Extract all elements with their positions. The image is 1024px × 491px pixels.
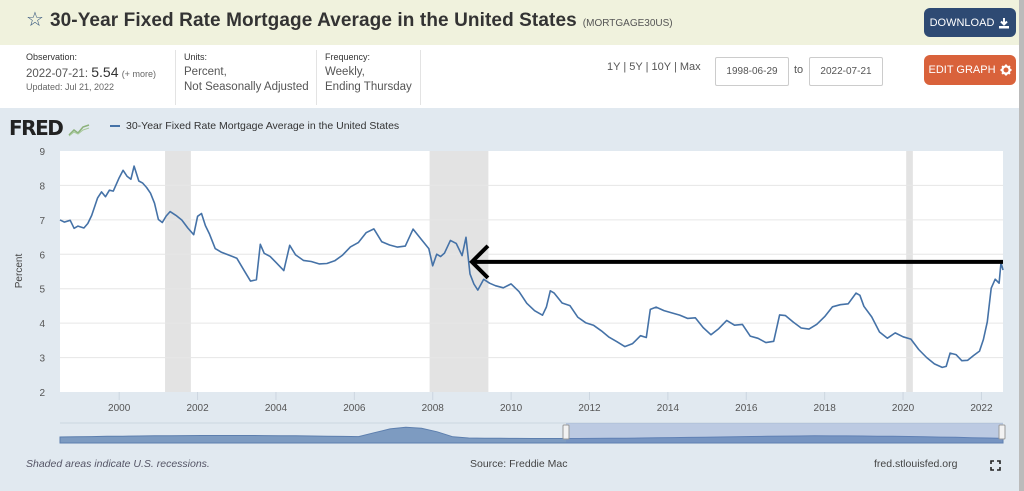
series-id: (MORTGAGE30US) [582,18,673,29]
plot-background [60,151,1003,392]
fred-logo[interactable]: FRED [9,116,90,140]
observation-date: 2022-07-21: [26,68,89,80]
gridlines [60,184,1003,359]
x-tick-label: 2020 [892,403,915,414]
gear-icon [1000,64,1012,76]
range-1y[interactable]: 1Y [607,61,621,73]
frequency-line2: Ending Thursday [325,81,412,93]
to-label: to [794,64,804,76]
recession-band [906,151,913,392]
units-line2: Not Seasonally Adjusted [184,81,309,93]
range-links: 1Y | 5Y | 10Y | Max [607,61,701,73]
separator: | [623,61,627,73]
edit-graph-label: EDIT GRAPH [928,64,996,76]
range-5y[interactable]: 5Y [629,61,643,73]
frequency-label: Frequency: [325,52,371,62]
recession-note: Shaded areas indicate U.S. recessions. [26,458,210,470]
recession-band [429,151,489,392]
y-tick-label: 4 [39,319,45,330]
fred-logo-text: FRED [9,116,64,140]
y-tick-label: 2 [39,388,45,399]
chart-legend: 30-Year Fixed Rate Mortgage Average in t… [110,120,399,132]
y-tick-label: 7 [39,216,45,227]
x-tick-label: 2004 [265,403,288,414]
divider [175,50,176,105]
y-tick-label: 3 [39,354,45,365]
navigator-area [59,426,1004,444]
x-tick-label: 2010 [500,403,523,414]
x-tick-label: 2016 [735,403,758,414]
x-tick-label: 2018 [814,403,837,414]
y-tick-label: 5 [39,285,45,296]
download-label: DOWNLOAD [929,16,995,29]
x-tick-label: 2022 [970,403,993,414]
star-outline-icon[interactable]: ☆ [26,7,44,31]
units-label: Units: [184,52,208,62]
annotation-arrow [469,244,1003,280]
site-link[interactable]: fred.stlouisfed.org [874,458,958,470]
x-tick-label: 2014 [657,403,680,414]
page-header: ☆ 30-Year Fixed Rate Mortgage Average in… [0,0,1024,45]
metadata-panel: Observation: 2022-07-21: 5.54 (+ more) U… [0,45,1024,108]
x-tick-label: 2000 [108,403,131,414]
separator: | [673,61,677,73]
range-navigator[interactable] [59,422,1006,444]
navigator-handle-left[interactable] [562,424,570,440]
observation-value: 5.54 [91,64,119,80]
window-edge [1019,0,1024,491]
x-tick-label: 2006 [343,403,366,414]
chart-line-icon [68,123,90,136]
download-button[interactable]: DOWNLOAD [924,8,1016,37]
download-icon [999,17,1010,28]
page-title: 30-Year Fixed Rate Mortgage Average in t… [49,10,577,31]
divider [420,50,421,105]
x-tick-label: 2002 [186,403,209,414]
range-10y[interactable]: 10Y [651,61,671,73]
navigator-selection [566,423,1003,443]
x-tick-label: 2012 [578,403,601,414]
y-tick-label: 8 [39,181,45,192]
arrow-head [469,244,490,280]
recession-bands [165,151,913,392]
frequency-block: Frequency: Weekly, Ending Thursday [325,52,412,95]
source-text: Source: Freddie Mac [470,458,568,470]
navigator-handle-right[interactable] [998,424,1006,440]
units-line1: Percent, [184,66,227,78]
title-row: ☆ 30-Year Fixed Rate Mortgage Average in… [26,9,673,32]
y-tick-label: 9 [39,147,45,158]
frequency-line1: Weekly, [325,66,365,78]
more-link[interactable]: (+ more) [121,69,156,79]
legend-label: 30-Year Fixed Rate Mortgage Average in t… [126,120,400,132]
y-axis-label: Percent [14,254,25,289]
observation-block: Observation: 2022-07-21: 5.54 (+ more) U… [26,52,156,92]
y-tick-label: 6 [39,250,45,261]
series-line [59,165,1004,369]
x-tick-label: 2008 [422,403,445,414]
observation-label: Observation: [26,52,78,62]
legend-swatch [110,125,120,127]
units-block: Units: Percent, Not Seasonally Adjusted [184,52,309,95]
recession-band [165,151,191,392]
updated-date: Updated: Jul 21, 2022 [26,82,115,92]
fullscreen-icon[interactable] [990,460,1001,471]
observation-value-line: 2022-07-21: 5.54 (+ more) [26,65,156,82]
start-date-input[interactable]: 1998-06-29 [715,57,789,86]
x-axis-ticks: 2000 2002 2004 2006 2008 2010 2012 2014 2016 2018… [108,392,993,414]
end-date-input[interactable]: 2022-07-21 [809,57,883,86]
edit-graph-button[interactable]: EDIT GRAPH [924,55,1016,85]
range-max[interactable]: Max [679,61,701,73]
divider [316,50,317,105]
separator: | [645,61,649,73]
y-axis-ticks: 2 3 4 5 6 7 8 9 [39,147,45,399]
